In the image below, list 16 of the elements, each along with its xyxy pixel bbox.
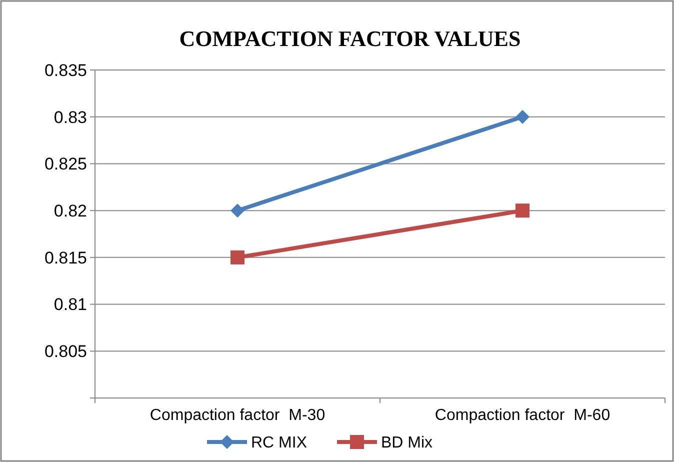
legend-label: BD Mix <box>381 434 433 452</box>
point <box>516 110 530 124</box>
y-tick-label: 0.815 <box>44 248 87 268</box>
y-tick-label: 0.835 <box>44 60 87 80</box>
x-tick-label: Compaction factor M-30 <box>150 407 326 424</box>
legend-label: RC MIX <box>251 434 308 452</box>
point <box>230 250 244 264</box>
y-tick-label: 0.81 <box>54 295 87 314</box>
y-tick-label: 0.805 <box>44 342 87 362</box>
chart-title: COMPACTION FACTOR VALUES <box>179 26 521 51</box>
x-tick-label: Compaction factor M-60 <box>434 407 610 424</box>
y-tick-label: 0.83 <box>54 108 87 127</box>
y-tick-label: 0.82 <box>54 202 87 221</box>
point <box>230 204 244 218</box>
y-tick-label: 0.825 <box>44 154 87 174</box>
point <box>516 204 530 218</box>
